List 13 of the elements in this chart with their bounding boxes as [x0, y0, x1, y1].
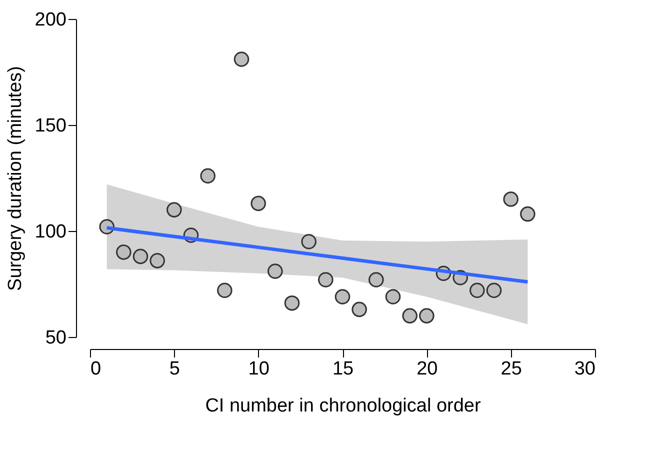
y-axis-title: Surgery duration (minutes)	[4, 66, 26, 291]
x-tick-label: 30	[574, 358, 596, 380]
y-tick-label: 50	[45, 328, 66, 348]
x-tick-label: 0	[90, 358, 102, 380]
x-tick-label: 15	[332, 358, 354, 380]
y-tick-label: 150	[34, 116, 66, 136]
x-tick-label: 10	[248, 358, 270, 380]
y-tick-label: 100	[34, 222, 66, 242]
x-tick-label: 25	[500, 358, 522, 380]
x-tick-label: 20	[416, 358, 438, 380]
x-axis-title: CI number in chronological order	[205, 396, 482, 416]
y-tick-label: 200	[34, 10, 66, 30]
x-tick-label: 5	[169, 358, 180, 380]
